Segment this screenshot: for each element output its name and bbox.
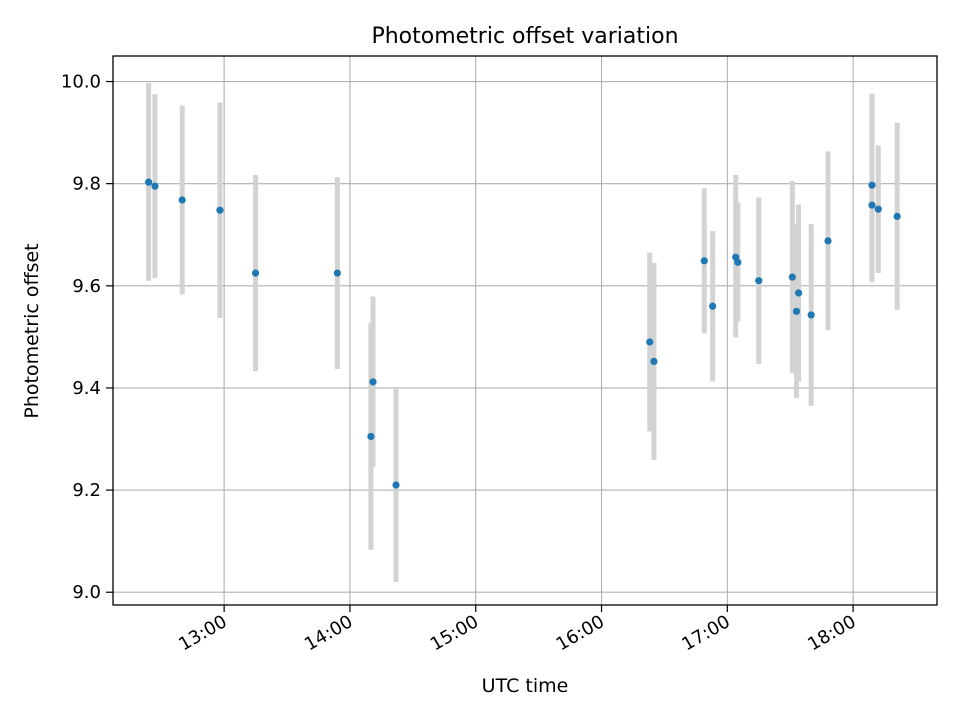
x-tick-label: 17:00 xyxy=(678,611,733,655)
plot-area-frame xyxy=(112,55,938,606)
data-point xyxy=(392,481,400,489)
data-point xyxy=(868,201,876,209)
x-tick-label: 15:00 xyxy=(427,611,482,655)
y-tick-label: 9.6 xyxy=(72,276,101,297)
data-point xyxy=(251,269,260,277)
x-tick-label: 14:00 xyxy=(301,611,356,655)
data-point xyxy=(369,378,377,386)
data-point xyxy=(700,257,708,265)
data-point xyxy=(646,338,654,346)
x-tick-label: 18:00 xyxy=(804,611,859,655)
x-tick-label: 13:00 xyxy=(175,611,230,655)
data-point xyxy=(734,258,742,266)
data-point xyxy=(709,302,717,310)
data-point xyxy=(807,311,815,319)
data-point xyxy=(792,307,801,315)
data-point xyxy=(650,357,658,365)
data-point xyxy=(333,269,341,277)
data-point xyxy=(874,205,882,213)
x-axis-label: UTC time xyxy=(482,675,569,697)
x-tick-label: 16:00 xyxy=(553,611,608,655)
data-point xyxy=(216,206,224,214)
data-points xyxy=(145,178,901,489)
y-tick-label: 9.2 xyxy=(72,480,101,501)
chart-title: Photometric offset variation xyxy=(371,24,678,49)
y-tick-label: 9.8 xyxy=(72,174,101,195)
y-tick-label: 9.4 xyxy=(72,378,101,399)
y-tick-label: 9.0 xyxy=(72,582,101,603)
data-point xyxy=(178,196,186,204)
data-point xyxy=(367,432,375,441)
y-tick-label: 10.0 xyxy=(61,72,101,93)
data-point xyxy=(151,182,159,190)
data-point xyxy=(893,212,901,220)
error-bars xyxy=(146,83,900,583)
data-point xyxy=(795,289,803,297)
data-point xyxy=(868,181,876,189)
data-point xyxy=(824,237,832,245)
y-axis-label: Photometric offset xyxy=(21,243,43,418)
data-point xyxy=(788,273,796,281)
data-point xyxy=(755,277,763,285)
data-point xyxy=(145,178,153,186)
